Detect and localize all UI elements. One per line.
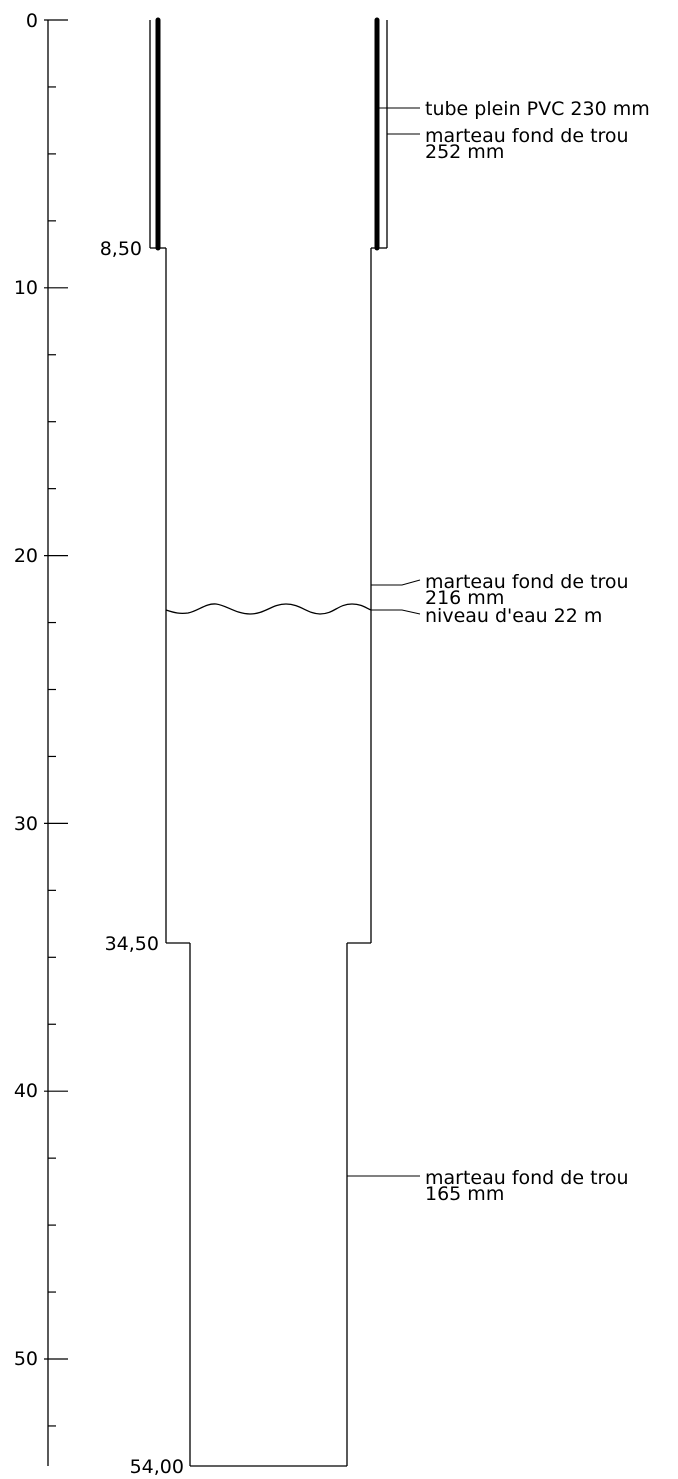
tick-label-10: 10 xyxy=(14,277,38,299)
annotation-water-level: niveau d'eau 22 m xyxy=(371,605,602,627)
tick-label-50: 50 xyxy=(14,1348,38,1370)
annotation-casing-text: tube plein PVC 230 mm xyxy=(425,98,650,120)
depth-label-34-50: 34,50 xyxy=(105,933,159,955)
leader-water-level xyxy=(371,609,421,615)
tick-label-20: 20 xyxy=(14,545,38,567)
hole-216mm xyxy=(165,248,372,944)
depth-label-8-50: 8,50 xyxy=(100,238,142,260)
annotation-hammer-165-line2: 165 mm xyxy=(425,1183,504,1205)
annotation-casing: tube plein PVC 230 mm xyxy=(377,98,650,120)
annotation-hammer-165: marteau fond de trou 165 mm xyxy=(347,1167,629,1205)
annotation-hammer-216: marteau fond de trou 216 mm xyxy=(371,571,629,609)
tick-label-30: 30 xyxy=(14,813,38,835)
depth-label-54-00: 54,00 xyxy=(130,1456,184,1478)
tick-label-0: 0 xyxy=(26,10,38,32)
annotation-hammer-165-line1: marteau fond de trou xyxy=(425,1167,629,1189)
hole-165mm xyxy=(189,943,348,1467)
annotation-hammer-216-line1: marteau fond de trou xyxy=(425,571,629,593)
tick-label-40: 40 xyxy=(14,1080,38,1102)
annotation-hammer-252: marteau fond de trou 252 mm xyxy=(387,125,629,163)
depth-axis: 0 10 20 30 40 50 xyxy=(14,10,68,1466)
annotation-hammer-216-line2: 216 mm xyxy=(425,587,504,609)
annotation-hammer-252-line2: 252 mm xyxy=(425,141,504,163)
water-level-wave xyxy=(165,603,372,615)
casing xyxy=(149,17,388,251)
axis-ticks xyxy=(44,19,68,1427)
leader-hammer-216 xyxy=(371,579,421,586)
annotation-water-level-text: niveau d'eau 22 m xyxy=(425,605,602,627)
annotation-hammer-252-line1: marteau fond de trou xyxy=(425,125,629,147)
